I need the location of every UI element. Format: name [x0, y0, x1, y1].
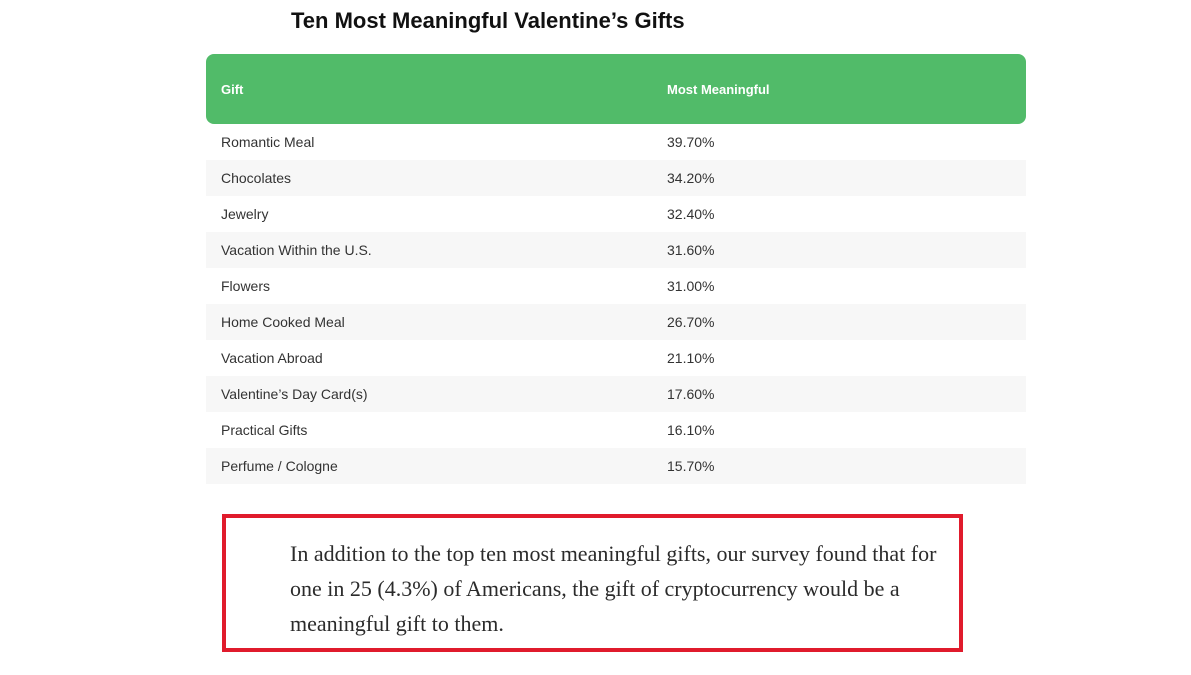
gift-cell: Valentine’s Day Card(s): [221, 386, 368, 402]
table-row: Vacation Abroad 21.10%: [206, 340, 1026, 376]
header-most-meaningful: Most Meaningful: [667, 81, 770, 97]
table-row: Perfume / Cologne 15.70%: [206, 448, 1026, 484]
table-row: Jewelry 32.40%: [206, 196, 1026, 232]
gift-cell: Practical Gifts: [221, 422, 308, 438]
percent-cell: 31.00%: [667, 278, 715, 294]
table-row: Vacation Within the U.S. 31.60%: [206, 232, 1026, 268]
callout-box: In addition to the top ten most meaningf…: [222, 514, 963, 652]
percent-cell: 39.70%: [667, 134, 715, 150]
percent-cell: 31.60%: [667, 242, 715, 258]
table-row: Flowers 31.00%: [206, 268, 1026, 304]
table-row: Practical Gifts 16.10%: [206, 412, 1026, 448]
gift-cell: Vacation Within the U.S.: [221, 242, 372, 258]
table-header: Gift Most Meaningful: [206, 54, 1026, 124]
percent-cell: 21.10%: [667, 350, 715, 366]
percent-cell: 17.60%: [667, 386, 715, 402]
gift-cell: Jewelry: [221, 206, 269, 222]
gift-cell: Vacation Abroad: [221, 350, 323, 366]
table-row: Romantic Meal 39.70%: [206, 124, 1026, 160]
percent-cell: 16.10%: [667, 422, 715, 438]
page-title: Ten Most Meaningful Valentine’s Gifts: [291, 8, 685, 33]
gift-cell: Chocolates: [221, 170, 292, 186]
percent-cell: 34.20%: [667, 170, 715, 186]
table-row: Valentine’s Day Card(s) 17.60%: [206, 376, 1026, 412]
percent-cell: 15.70%: [667, 458, 715, 474]
gifts-table: Gift Most Meaningful Romantic Meal 39.70…: [206, 54, 1026, 484]
gift-cell: Romantic Meal: [221, 134, 315, 150]
gift-cell: Home Cooked Meal: [221, 314, 345, 330]
percent-cell: 26.70%: [667, 314, 715, 330]
table-row: Chocolates 34.20%: [206, 160, 1026, 196]
percent-cell: 32.40%: [667, 206, 715, 222]
header-gift: Gift: [221, 81, 244, 97]
gift-cell: Perfume / Cologne: [221, 458, 338, 474]
callout-text: In addition to the top ten most meaningf…: [290, 541, 937, 636]
gift-cell: Flowers: [221, 278, 271, 294]
table-row: Home Cooked Meal 26.70%: [206, 304, 1026, 340]
